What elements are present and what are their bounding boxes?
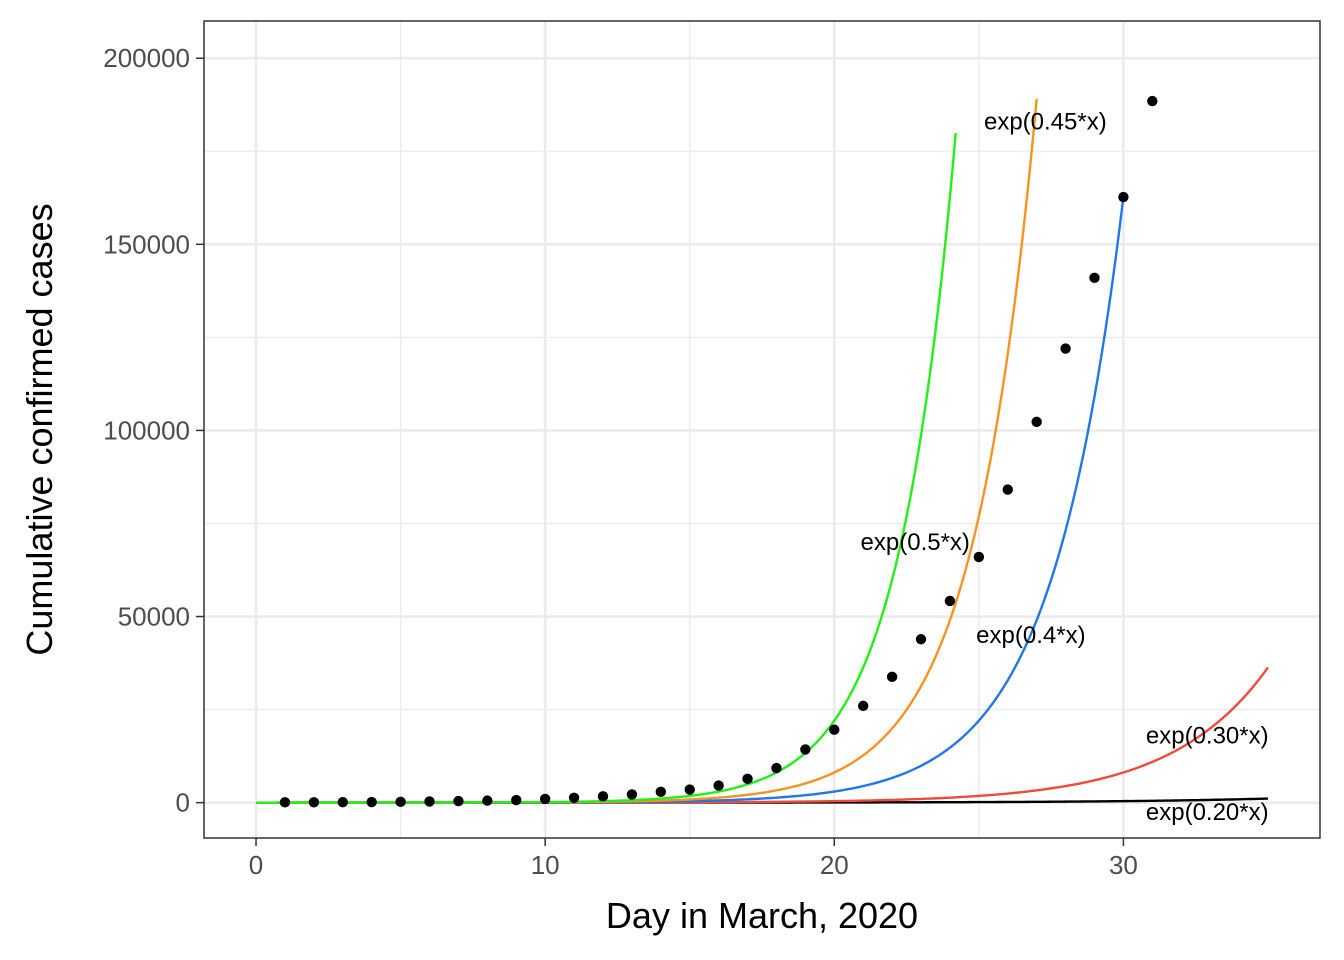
data-point xyxy=(511,794,522,806)
x-axis: 0 10 20 30 xyxy=(249,838,1138,880)
data-point xyxy=(713,780,724,791)
data-point xyxy=(915,634,927,645)
data-point xyxy=(482,795,493,806)
x-axis-title: Day in March, 2020 xyxy=(606,895,918,936)
data-point xyxy=(279,797,291,808)
data-point xyxy=(1031,416,1042,428)
data-point xyxy=(1089,272,1100,284)
data-point xyxy=(684,784,695,795)
y-tick-label: 150000 xyxy=(103,229,190,259)
curve-label: exp(0.4*x) xyxy=(976,622,1085,649)
data-point xyxy=(1118,191,1129,203)
x-tick-label: 20 xyxy=(820,850,849,880)
curve-label: exp(0.20*x) xyxy=(1146,799,1269,826)
data-point xyxy=(1147,95,1158,107)
data-point xyxy=(453,795,464,807)
data-point xyxy=(395,796,406,808)
data-point xyxy=(337,796,348,808)
data-point xyxy=(973,551,985,563)
x-tick-label: 0 xyxy=(249,850,263,880)
y-axis-title: Cumulative confirmed cases xyxy=(19,203,60,655)
y-tick-label: 50000 xyxy=(118,602,190,632)
y-axis: 0 50000 100000 150000 200000 xyxy=(103,43,204,818)
data-point xyxy=(366,796,377,808)
x-tick-label: 30 xyxy=(1109,850,1138,880)
y-tick-label: 100000 xyxy=(103,415,190,445)
data-point xyxy=(1002,484,1013,495)
data-point xyxy=(424,796,435,807)
data-point xyxy=(857,700,869,712)
data-point xyxy=(568,792,580,804)
data-point xyxy=(539,793,551,805)
data-point xyxy=(308,797,320,808)
data-point xyxy=(944,595,956,607)
data-point xyxy=(655,786,667,798)
grid-minor xyxy=(204,21,1320,838)
y-tick-label: 0 xyxy=(176,788,190,818)
data-point xyxy=(597,791,609,802)
data-point xyxy=(1060,343,1071,354)
data-point xyxy=(771,762,782,774)
panel-border xyxy=(203,20,1321,839)
data-point xyxy=(742,773,753,785)
data-point xyxy=(829,724,840,735)
data-points xyxy=(279,95,1158,808)
curve-labels: exp(0.45*x) exp(0.5*x) exp(0.4*x) exp(0.30*… xyxy=(861,108,1269,825)
x-tick-label: 10 xyxy=(531,850,560,880)
data-point xyxy=(626,789,638,800)
data-point xyxy=(886,671,898,683)
curve-label: exp(0.30*x) xyxy=(1146,723,1269,750)
data-point xyxy=(800,744,811,755)
curve-label: exp(0.5*x) xyxy=(861,529,970,556)
y-tick-label: 200000 xyxy=(103,43,190,73)
curve-label: exp(0.45*x) xyxy=(984,108,1107,135)
